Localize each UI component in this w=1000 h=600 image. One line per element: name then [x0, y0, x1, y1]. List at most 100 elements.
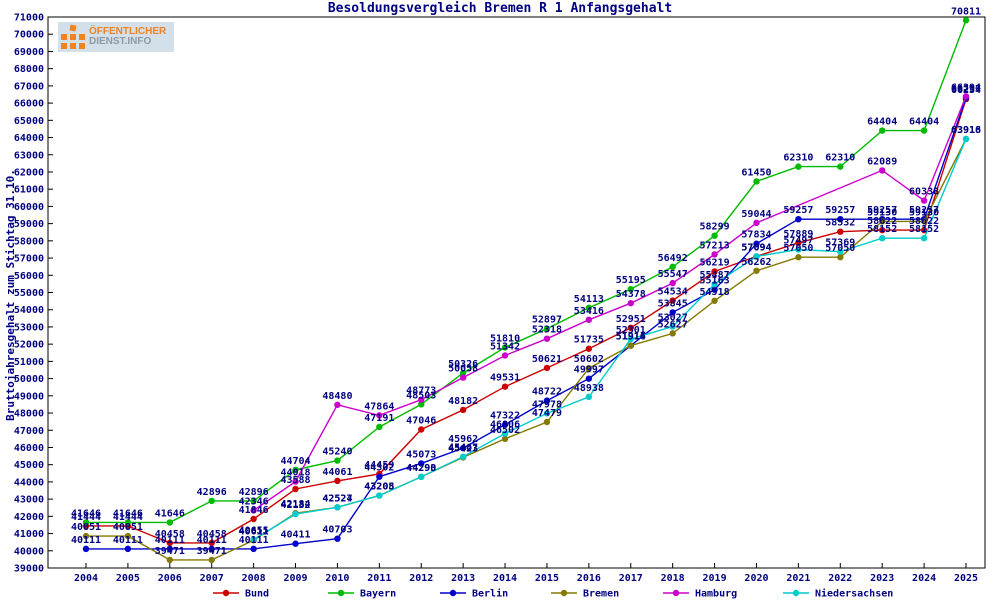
y-tick-label: 45000 [14, 460, 44, 471]
point-bund-2009 [292, 485, 299, 493]
value-label-hamburg-2018: 55547 [658, 269, 688, 280]
point-niedersachsen-2023 [878, 235, 886, 242]
series-niedersachsen-line [253, 138, 967, 541]
value-label-bremen-2011: 43208 [364, 482, 394, 493]
y-tick-label: 69000 [14, 47, 44, 58]
y-axis: 39000 40000 41000 42000 43000 44000 45000 46000… [4, 13, 53, 575]
point-bayern-2007 [208, 497, 215, 505]
point-niedersachsen-2013 [459, 453, 467, 460]
point-bund-2013 [459, 406, 467, 414]
y-tick-label: 57000 [14, 254, 44, 265]
legend-label-berlin: Berlin [472, 588, 508, 600]
point-hamburg-2025 [962, 93, 970, 100]
value-label-bayern-2025: 70811 [951, 6, 981, 17]
value-label-bayern-2006: 41646 [155, 508, 185, 519]
point-berlin-2016 [585, 375, 593, 382]
value-label-bremen-2004: 40851 [71, 522, 101, 533]
value-label-bayern-2017: 55195 [616, 275, 646, 286]
point-bremen-2024 [920, 218, 928, 225]
x-tick-label: 2025 [954, 573, 978, 584]
y-tick-label: 56000 [14, 271, 44, 282]
x-tick-label: 2020 [744, 573, 768, 584]
x-tick-label: 2015 [535, 573, 559, 584]
point-berlin-2014 [501, 421, 509, 428]
value-label-bremen-2015: 47479 [532, 408, 562, 419]
value-label-bund-2017: 52951 [616, 314, 646, 325]
point-niedersachsen-2011 [376, 492, 383, 499]
point-niedersachsen-2018 [669, 323, 676, 330]
value-label-niedersachsen-2016: 48938 [574, 383, 604, 394]
point-bremen-2021 [795, 254, 802, 261]
value-label-niedersachsen-2019: 55487 [700, 270, 730, 281]
value-label-berlin-2021: 59257 [783, 205, 813, 216]
x-tick-label: 2011 [367, 573, 391, 584]
point-bayern-2022 [837, 163, 844, 170]
x-tick-label: 2010 [325, 573, 349, 584]
point-hamburg-2015 [543, 335, 551, 342]
logo-blocks-icon [61, 24, 85, 49]
value-label-niedersachsen-2013: 45467 [448, 443, 478, 454]
value-label-bremen-2022: 57050 [825, 243, 855, 254]
point-bremen-2007 [208, 556, 215, 564]
value-label-bund-2024: 58622 [909, 216, 939, 227]
point-bremen-2023 [878, 218, 886, 225]
x-tick-label: 2024 [912, 573, 936, 584]
value-label-bremen-2023: 59130 [867, 207, 897, 218]
point-niedersachsen-2010 [334, 504, 341, 511]
value-label-bremen-2005: 40851 [113, 522, 143, 533]
x-tick-label: 2017 [619, 573, 643, 584]
y-tick-label: 66000 [14, 99, 44, 110]
value-label-niedersachsen-2025: 63918 [951, 125, 981, 136]
value-label-bayern-2009: 44704 [280, 456, 310, 467]
point-berlin-2007 [208, 545, 215, 553]
value-label-bayern-2014: 51810 [490, 333, 520, 344]
point-bayern-2023 [878, 127, 886, 134]
legend-label-bund: Bund [245, 589, 269, 600]
point-bund-2016 [585, 345, 593, 352]
value-label-bayern-2010: 45240 [322, 447, 352, 458]
value-label-hamburg-2011: 47864 [364, 401, 394, 412]
point-hamburg-2009 [292, 478, 299, 485]
value-label-bayern-2024: 64404 [909, 117, 939, 128]
point-bayern-2018 [669, 263, 676, 271]
series-bremen [82, 135, 970, 564]
x-tick-label: 2014 [493, 573, 517, 584]
value-label-bayern-2021: 62310 [783, 153, 813, 164]
point-berlin-2022 [837, 215, 844, 223]
point-bund-2019 [711, 268, 718, 275]
value-label-berlin-2007: 40111 [197, 535, 227, 546]
value-label-bayern-2023: 64404 [867, 117, 897, 128]
point-bremen-2006 [166, 556, 174, 564]
y-tick-label: 50000 [14, 374, 44, 385]
value-label-bremen-2018: 52627 [658, 319, 688, 330]
point-bayern-2004 [82, 519, 90, 526]
value-label-bund-2021: 57889 [783, 229, 813, 240]
value-label-bund-2008: 41846 [239, 505, 269, 516]
value-label-bayern-2016: 54113 [574, 294, 604, 305]
value-label-berlin-2017: 51916 [616, 332, 646, 343]
legend-marker-niedersachsen [792, 589, 800, 597]
value-label-bremen-2017: 51914 [616, 332, 646, 343]
value-label-hamburg-2008: 42346 [239, 496, 269, 507]
point-bayern-2020 [753, 178, 760, 185]
y-tick-label: 55000 [14, 288, 44, 299]
value-label-berlin-2006: 40111 [155, 535, 185, 546]
y-tick-label: 61000 [14, 185, 44, 196]
value-label-niedersachsen-2014: 46806 [490, 420, 520, 431]
y-tick-label: 42000 [14, 512, 44, 523]
legend-marker-bremen [560, 589, 568, 597]
value-label-hamburg-2016: 53416 [574, 306, 604, 317]
y-tick-label: 64000 [14, 133, 44, 144]
x-tick-label: 2005 [116, 573, 140, 584]
point-hamburg-2020 [753, 219, 760, 227]
point-bund-2008 [250, 515, 257, 523]
y-tick-label: 60000 [14, 202, 44, 213]
series-bayern [82, 17, 970, 526]
point-bremen-2017 [627, 342, 634, 349]
value-label-hamburg-2009: 44018 [280, 468, 310, 479]
point-bremen-2022 [837, 254, 844, 261]
x-tick-label: 2012 [409, 573, 433, 584]
point-hamburg-2016 [585, 316, 593, 323]
value-label-bund-2016: 51735 [574, 335, 604, 346]
